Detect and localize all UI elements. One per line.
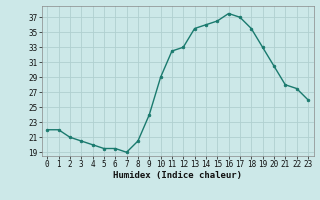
- X-axis label: Humidex (Indice chaleur): Humidex (Indice chaleur): [113, 171, 242, 180]
